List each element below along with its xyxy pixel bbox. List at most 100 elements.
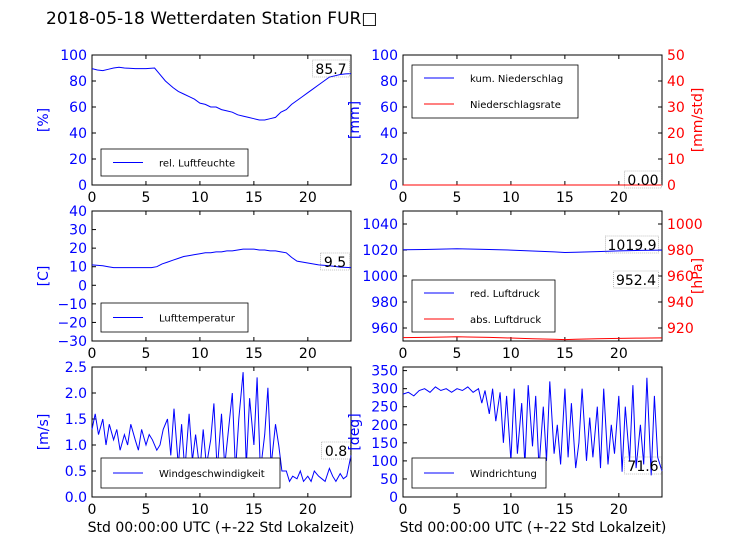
pressure-y-tick-label: 1000: [362, 269, 398, 285]
precip-y-axis-label: [mm]: [347, 101, 363, 139]
precip-x-tick-label: 20: [610, 190, 628, 206]
windspeed-y-tick-label: 1.0: [65, 438, 87, 454]
temperature-series-line-0: [91, 248, 352, 269]
windspeed-y-tick-label: 1.5: [65, 412, 87, 428]
winddir-y-tick-label: 200: [371, 418, 398, 434]
pressure-x-tick-label: 10: [502, 346, 520, 362]
precip-y-tick-label: 40: [380, 126, 398, 142]
humidity-y-tick-label: 60: [69, 100, 87, 116]
pressure-y-tick-label: 960: [371, 321, 398, 337]
pressure-y-right-tick-label: 980: [667, 243, 694, 259]
humidity-series-line-0: [91, 66, 352, 121]
temperature-y-tick-label: 0: [78, 278, 87, 294]
winddir-plot-frame: [402, 366, 663, 498]
windspeed-y-tick-label: 0.5: [65, 464, 87, 480]
winddir-x-tick-label: 15: [556, 502, 574, 518]
windspeed-x-tick-label: 20: [299, 502, 317, 518]
humidity-value-annotation-box: [312, 59, 350, 78]
temperature-y-tick-label: 10: [69, 260, 87, 276]
pressure-y-tick-label: 1040: [362, 217, 398, 233]
pressure-x-tick-label: 5: [452, 346, 461, 362]
winddir-y-tick-label: 50: [380, 472, 398, 488]
humidity-x-tick-label: 0: [88, 190, 97, 206]
temperature-y-tick-label: −10: [57, 297, 87, 313]
temperature-x-tick-label: 0: [88, 346, 97, 362]
winddir-x-tick-label: 5: [452, 502, 461, 518]
page-title: 2018-05-18 Wetterdaten Station FUR□: [46, 9, 378, 29]
pressure-series-line-0: [402, 248, 663, 254]
pressure-legend-label: abs. Luftdruck: [470, 315, 541, 326]
precip-y-right-tick-label: 10: [667, 152, 685, 168]
pressure-y-right-tick-label: 940: [667, 295, 694, 311]
winddir-y-tick-label: 300: [371, 382, 398, 398]
windspeed-y-tick-label: 2.5: [65, 360, 87, 376]
precip-legend-box: [411, 64, 579, 119]
humidity-y-tick-label: 20: [69, 152, 87, 168]
precip-y-right-tick-label: 40: [667, 74, 685, 90]
winddir-y-axis-label: [deg]: [347, 413, 363, 450]
pressure-value-annotation-box: [613, 270, 659, 289]
windspeed-value-annotation-box: [321, 441, 351, 460]
x-axis-label-right: Std 00:00:00 UTC (+-22 Std Lokalzeit): [400, 520, 667, 536]
precip-x-tick-label: 5: [452, 190, 461, 206]
pressure-legend-box: [411, 279, 556, 333]
winddir-y-tick-label: 250: [371, 400, 398, 416]
x-axis-label-left: Std 00:00:00 UTC (+-22 Std Lokalzeit): [88, 520, 355, 536]
humidity-y-tick-label: 80: [69, 74, 87, 90]
winddir-x-tick-label: 20: [610, 502, 628, 518]
pressure-x-tick-label: 15: [556, 346, 574, 362]
pressure-value-annotation: 952.4: [616, 273, 656, 289]
winddir-value-annotation: 71.6: [627, 459, 658, 475]
windspeed-value-annotation: 0.8: [325, 444, 347, 460]
precip-x-tick-label: 0: [399, 190, 408, 206]
temperature-x-tick-label: 10: [191, 346, 209, 362]
temperature-y-tick-label: −20: [57, 315, 87, 331]
pressure-y-right-tick-label: 1000: [667, 217, 703, 233]
winddir-legend-label: Windrichtung: [470, 469, 537, 480]
temperature-x-tick-label: 5: [141, 346, 150, 362]
pressure-series-line-1: [402, 336, 663, 341]
precip-value-annotation-box: [624, 170, 662, 189]
humidity-y-tick-label: 0: [78, 178, 87, 194]
winddir-y-tick-label: 350: [371, 364, 398, 380]
humidity-x-tick-label: 10: [191, 190, 209, 206]
pressure-y-tick-label: 980: [371, 295, 398, 311]
temperature-y-tick-label: 40: [69, 204, 87, 220]
pressure-value-annotation: 1019.9: [608, 238, 657, 254]
precip-value-annotation: 0.00: [627, 173, 658, 189]
windspeed-x-tick-label: 5: [141, 502, 150, 518]
temperature-legend-label: Lufttemperatur: [159, 314, 236, 325]
humidity-value-annotation: 85.7: [315, 62, 346, 78]
temperature-value-annotation: 9.5: [324, 255, 346, 271]
windspeed-y-axis-label: [m/s]: [36, 414, 52, 451]
pressure-y-tick-label: 1020: [362, 243, 398, 259]
precip-y-tick-label: 100: [371, 48, 398, 64]
precip-y-right-tick-label: 50: [667, 48, 685, 64]
pressure-y-right-axis-label: [hPa]: [690, 258, 706, 294]
windspeed-y-tick-label: 2.0: [65, 386, 87, 402]
precip-legend-label: Niederschlagsrate: [470, 100, 561, 111]
windspeed-x-tick-label: 0: [88, 502, 97, 518]
humidity-y-tick-label: 100: [60, 48, 87, 64]
temperature-y-tick-label: −30: [57, 334, 87, 350]
temperature-value-annotation-box: [320, 252, 350, 271]
precip-y-right-axis-label: [mm/std]: [690, 88, 706, 153]
humidity-x-tick-label: 5: [141, 190, 150, 206]
windspeed-y-tick-label: 0.0: [65, 490, 87, 506]
precip-y-tick-label: 80: [380, 74, 398, 90]
temperature-plot-frame: [91, 210, 352, 342]
precip-y-right-tick-label: 20: [667, 126, 685, 142]
humidity-x-tick-label: 20: [299, 190, 317, 206]
precip-y-tick-label: 0: [389, 178, 398, 194]
precip-x-tick-label: 15: [556, 190, 574, 206]
precip-y-right-tick-label: 0: [667, 178, 676, 194]
winddir-y-tick-label: 100: [371, 454, 398, 470]
windspeed-series-line-0: [91, 372, 352, 483]
precip-x-tick-label: 10: [502, 190, 520, 206]
precip-y-right-tick-label: 30: [667, 100, 685, 116]
precip-y-tick-label: 20: [380, 152, 398, 168]
pressure-y-right-tick-label: 960: [667, 269, 694, 285]
humidity-y-tick-label: 40: [69, 126, 87, 142]
